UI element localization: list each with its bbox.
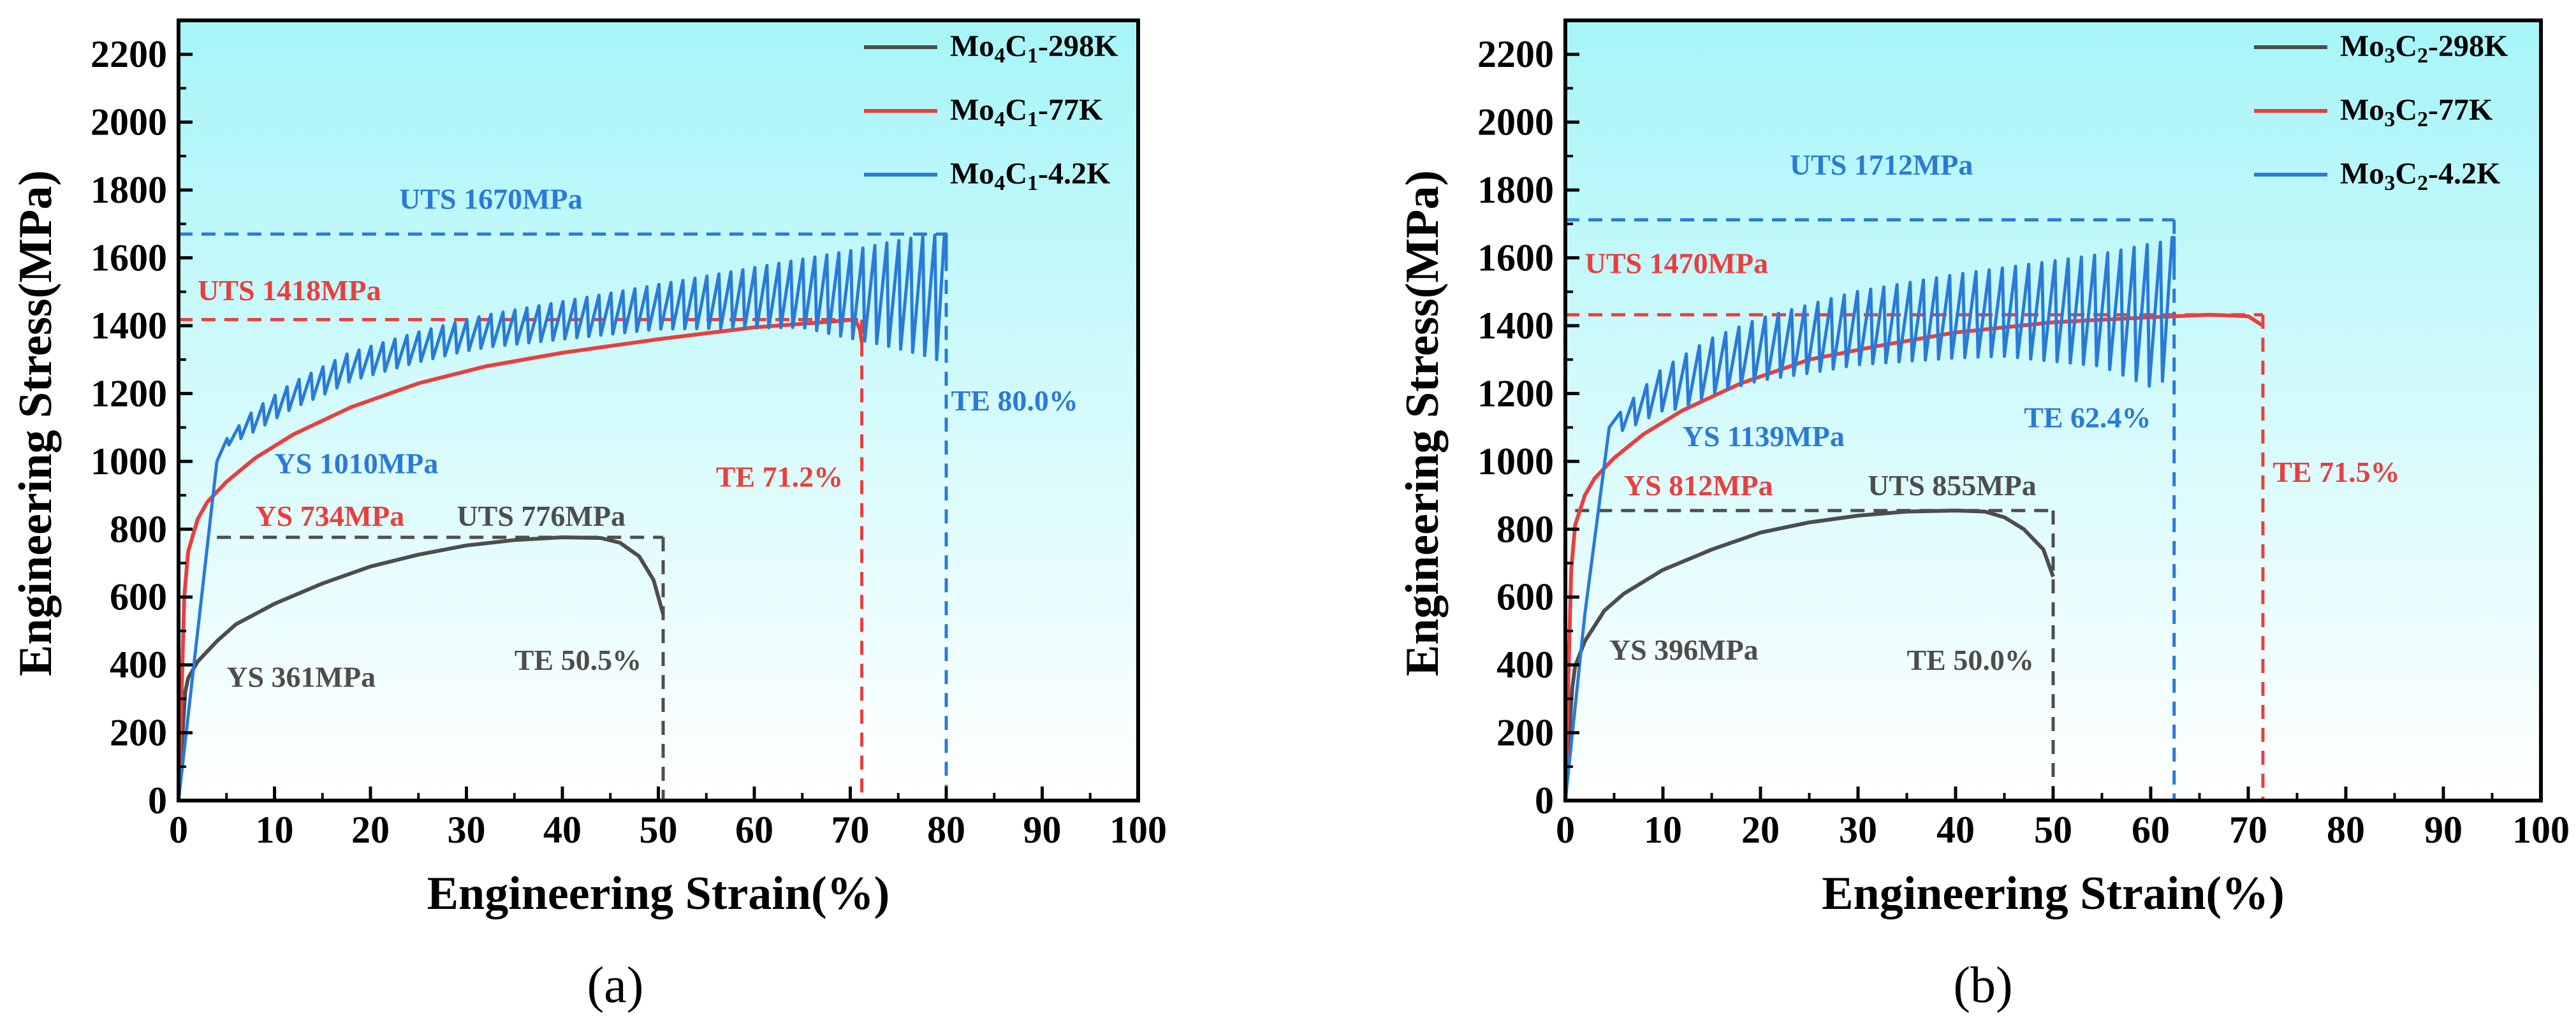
y-axis-label: Engineering Stress(MPa) (10, 170, 62, 676)
legend: Mo3C2-298K Mo3C2-77K Mo3C2-4.2K (2254, 29, 2508, 195)
y-tick-label: 1000 (91, 440, 167, 482)
panel-b: 0 10 20 30 40 50 60 70 80 90 100020040060080010001… (1396, 18, 2570, 1013)
y-tick-label: 800 (110, 508, 167, 550)
plot-area (179, 20, 1138, 801)
y-tick-label: 800 (1497, 508, 1554, 550)
series-line-2 (1565, 236, 2176, 801)
x-tick-label: 60 (735, 809, 773, 851)
x-tick-label: 80 (2327, 809, 2365, 851)
y-tick-label: 0 (1535, 780, 1554, 822)
x-tick-label: 60 (2132, 809, 2170, 851)
annotation-3: YS 1139MPa (1683, 420, 1845, 453)
y-tick-label: 1800 (1477, 169, 1554, 211)
y-tick-label: 600 (1497, 576, 1554, 618)
series-line-2 (179, 232, 948, 801)
panel-label: (b) (1953, 957, 2012, 1013)
y-tick-label: 2200 (1477, 33, 1554, 75)
legend-entry-0: Mo3C2-298K (2340, 29, 2508, 68)
legend: Mo4C1-298K Mo4C1-77K Mo4C1-4.2K (864, 29, 1118, 195)
x-tick-label: 90 (1023, 809, 1062, 851)
x-tick-label: 0 (1556, 809, 1575, 851)
y-tick-label: 1000 (1477, 440, 1554, 482)
x-tick-label: 40 (1936, 809, 1975, 851)
plot-content (179, 232, 948, 801)
legend-entry-0: Mo4C1-298K (950, 29, 1118, 68)
series-line-0 (179, 535, 665, 801)
x-tick-label: 40 (543, 809, 582, 851)
x-tick-label: 20 (351, 809, 390, 851)
y-tick-label: 2200 (91, 33, 167, 75)
y-tick-label: 2000 (91, 101, 167, 143)
legend-entry-2: Mo3C2-4.2K (2340, 157, 2500, 195)
x-tick-label: 10 (256, 809, 294, 851)
y-tick-label: 1800 (91, 169, 167, 211)
annotation-6: TE 71.5% (2272, 456, 2399, 488)
legend-entry-1: Mo4C1-77K (950, 93, 1102, 131)
x-tick-label: 80 (927, 809, 965, 851)
annotation-0: UTS 1712MPa (1790, 149, 1973, 181)
x-tick-label: 100 (2512, 809, 2570, 851)
annotation-4: YS 812MPa (1624, 469, 1773, 502)
plot-area (1565, 20, 2541, 801)
x-tick-label: 30 (448, 809, 486, 851)
x-tick-label: 70 (831, 809, 870, 851)
annotation-2: TE 80.0% (951, 384, 1078, 417)
y-tick-label: 2000 (1477, 101, 1554, 143)
x-tick-label: 70 (2229, 809, 2267, 851)
y-tick-label: 1400 (1477, 305, 1554, 347)
y-tick-label: 600 (110, 576, 167, 618)
annotation-1: UTS 1470MPa (1585, 247, 1769, 279)
annotation-7: YS 396MPa (1609, 634, 1759, 666)
legend-entry-1: Mo3C2-77K (2340, 93, 2492, 131)
annotation-8: YS 361MPa (226, 661, 376, 693)
panel-a: 0 10 20 30 40 50 60 70 80 90 100020040060080010001… (10, 18, 1167, 1013)
y-tick-label: 1200 (1477, 372, 1554, 414)
x-tick-label: 50 (640, 809, 678, 851)
y-tick-label: 1400 (91, 305, 167, 347)
annotation-0: UTS 1670MPa (399, 182, 583, 215)
annotation-6: UTS 776MPa (457, 500, 626, 532)
annotation-3: YS 1010MPa (275, 447, 439, 479)
annotation-5: YS 734MPa (255, 500, 404, 532)
x-tick-label: 100 (1109, 809, 1167, 851)
x-tick-label: 50 (2034, 809, 2072, 851)
x-axis-label: Engineering Strain(%) (427, 867, 890, 920)
y-tick-label: 200 (110, 712, 167, 754)
y-tick-label: 400 (110, 644, 167, 686)
x-tick-label: 30 (1839, 809, 1877, 851)
panel-label: (a) (587, 957, 644, 1013)
annotation-4: TE 71.2% (716, 461, 843, 493)
y-axis-label: Engineering Stress(MPa) (1396, 170, 1449, 676)
x-tick-label: 10 (1644, 809, 1682, 851)
annotation-2: TE 62.4% (2024, 402, 2151, 434)
y-tick-label: 1200 (91, 372, 167, 414)
y-tick-label: 1600 (91, 237, 167, 279)
x-axis-label: Engineering Strain(%) (1822, 867, 2285, 920)
y-tick-label: 400 (1497, 644, 1554, 686)
annotation-7: TE 50.5% (515, 644, 641, 676)
annotation-8: TE 50.0% (1907, 644, 2034, 676)
annotation-5: UTS 855MPa (1868, 469, 2037, 502)
y-tick-label: 200 (1497, 712, 1554, 754)
y-tick-label: 1600 (1477, 237, 1554, 279)
annotation-1: UTS 1418MPa (198, 274, 381, 307)
x-tick-label: 20 (1741, 809, 1780, 851)
y-tick-label: 0 (148, 780, 167, 822)
x-tick-label: 0 (169, 809, 188, 851)
legend-entry-2: Mo4C1-4.2K (950, 157, 1110, 195)
x-tick-label: 90 (2424, 809, 2463, 851)
